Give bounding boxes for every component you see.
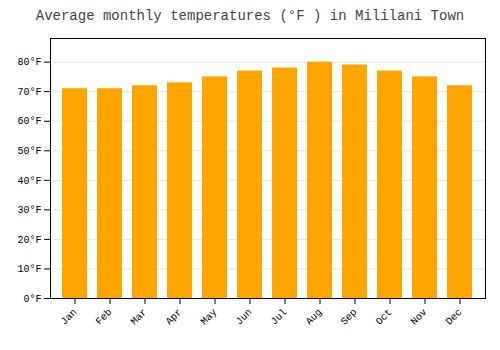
svg-text:Mar: Mar [129, 307, 150, 328]
svg-text:Jan: Jan [59, 307, 80, 328]
svg-text:Dec: Dec [444, 307, 465, 328]
svg-text:30°F: 30°F [17, 205, 41, 216]
svg-text:Sep: Sep [339, 307, 360, 328]
svg-text:Oct: Oct [374, 307, 395, 328]
svg-text:40°F: 40°F [17, 176, 41, 187]
svg-text:Nov: Nov [409, 307, 430, 328]
svg-text:Feb: Feb [94, 307, 115, 328]
html-text:Average monthly temperatures (: Average monthly temperatures (°F ) in Mi… [35, 8, 465, 24]
svg-text:Apr: Apr [164, 307, 185, 328]
svg-text:Jul: Jul [269, 307, 290, 328]
svg-text:60°F: 60°F [17, 116, 41, 127]
svg-text:0°F: 0°F [23, 294, 41, 305]
svg-text:10°F: 10°F [17, 264, 41, 275]
svg-text:May: May [199, 307, 220, 328]
svg-text:20°F: 20°F [17, 235, 41, 246]
svg-text:70°F: 70°F [17, 87, 41, 98]
svg-text:Jun: Jun [234, 307, 255, 328]
svg-text:Aug: Aug [304, 307, 325, 328]
svg-text:50°F: 50°F [17, 146, 41, 157]
svg-text:80°F: 80°F [17, 57, 41, 68]
